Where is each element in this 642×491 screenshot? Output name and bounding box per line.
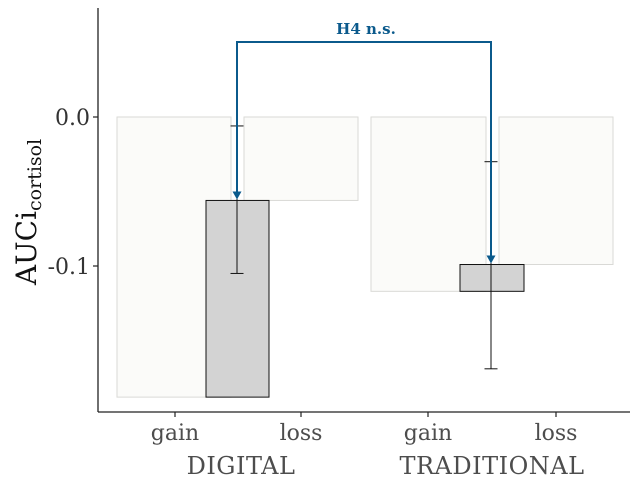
group-label-traditional: TRADITIONAL <box>399 452 584 480</box>
y-axis-label: AUCicortisol <box>10 139 46 286</box>
background-bars <box>116 116 614 398</box>
annotation-bracket: H4 n.s. <box>232 20 496 264</box>
y-tick-label: -0.1 <box>48 255 90 280</box>
highlight-bar-traditional <box>459 264 525 292</box>
x-tick-label: gain <box>151 421 199 446</box>
x-group-labels: DIGITAL TRADITIONAL <box>187 452 584 480</box>
axes <box>97 8 630 413</box>
y-ticks: 0.0 -0.1 <box>48 106 98 280</box>
x-tick-label: loss <box>280 421 323 446</box>
background-bar-loss-traditional <box>498 116 614 266</box>
annotation-arrow-digital <box>232 191 242 200</box>
x-tick-label: loss <box>535 421 578 446</box>
y-tick-label: 0.0 <box>55 106 90 131</box>
background-bar-loss-digital <box>243 116 359 201</box>
x-category-labels: gain loss gain loss <box>151 412 578 446</box>
background-bar-gain-traditional <box>370 116 487 292</box>
group-label-digital: DIGITAL <box>187 452 296 480</box>
annotation-arrow-traditional <box>486 255 496 264</box>
x-tick-label: gain <box>404 421 452 446</box>
y-axis-label-main: AUCi <box>10 211 43 286</box>
annotation-line <box>236 41 492 258</box>
annotation-label: H4 n.s. <box>336 20 396 38</box>
y-axis-label-subscript: cortisol <box>24 139 46 211</box>
